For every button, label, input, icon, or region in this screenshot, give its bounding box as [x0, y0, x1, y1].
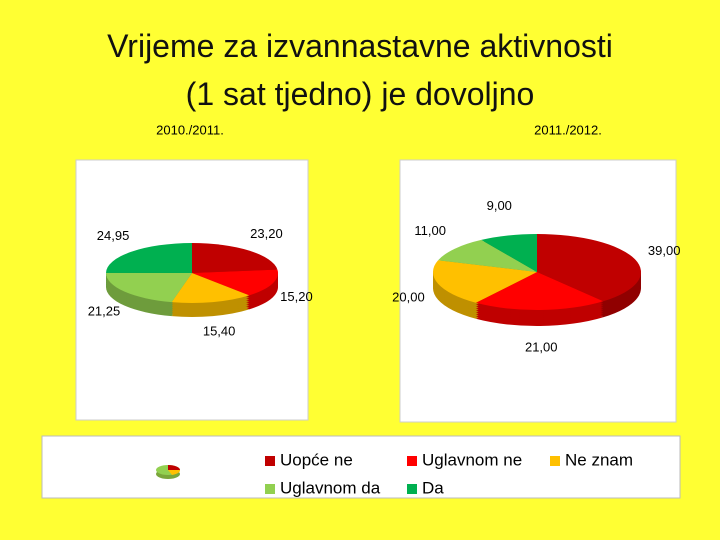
legend-swatch [550, 456, 560, 466]
legend-box [41, 435, 681, 499]
legend-icon [156, 465, 181, 479]
data-label: 15,20 [280, 289, 313, 304]
data-label: 24,95 [97, 228, 130, 243]
pie-slice [192, 243, 278, 273]
pie-slice [433, 260, 537, 303]
legend-label: Ne znam [565, 450, 633, 469]
legend-swatch [265, 484, 275, 494]
legend-swatch [407, 484, 417, 494]
pie-slice [537, 233, 642, 302]
pie-slice [192, 269, 278, 296]
slide-title: Vrijeme za izvannastavne aktivnosti (1 s… [107, 28, 613, 112]
legend-label: Da [422, 478, 444, 497]
data-label: 20,00 [392, 290, 425, 305]
legend-label: Uopće ne [280, 450, 353, 469]
legend-swatch [407, 456, 417, 466]
pie-slice [105, 272, 192, 303]
chart-title: 2011./2012. [534, 122, 602, 137]
pie-slice [475, 272, 604, 310]
data-label: 21,25 [88, 304, 121, 319]
pie-slice [106, 243, 192, 273]
legend-swatch [265, 456, 275, 466]
pie-slice [481, 234, 537, 272]
data-label: 15,40 [203, 324, 236, 339]
data-label: 9,00 [487, 198, 512, 213]
pie-slice [171, 273, 250, 303]
data-label: 23,20 [250, 226, 283, 241]
chart-title: 2010./2011. [156, 122, 224, 137]
data-label: 39,00 [648, 243, 681, 258]
legend-label: Uglavnom da [280, 478, 381, 497]
legend-label: Uglavnom ne [422, 450, 522, 469]
data-label: 11,00 [414, 223, 446, 238]
data-label: 21,00 [525, 340, 558, 355]
pie-slice [438, 239, 537, 272]
